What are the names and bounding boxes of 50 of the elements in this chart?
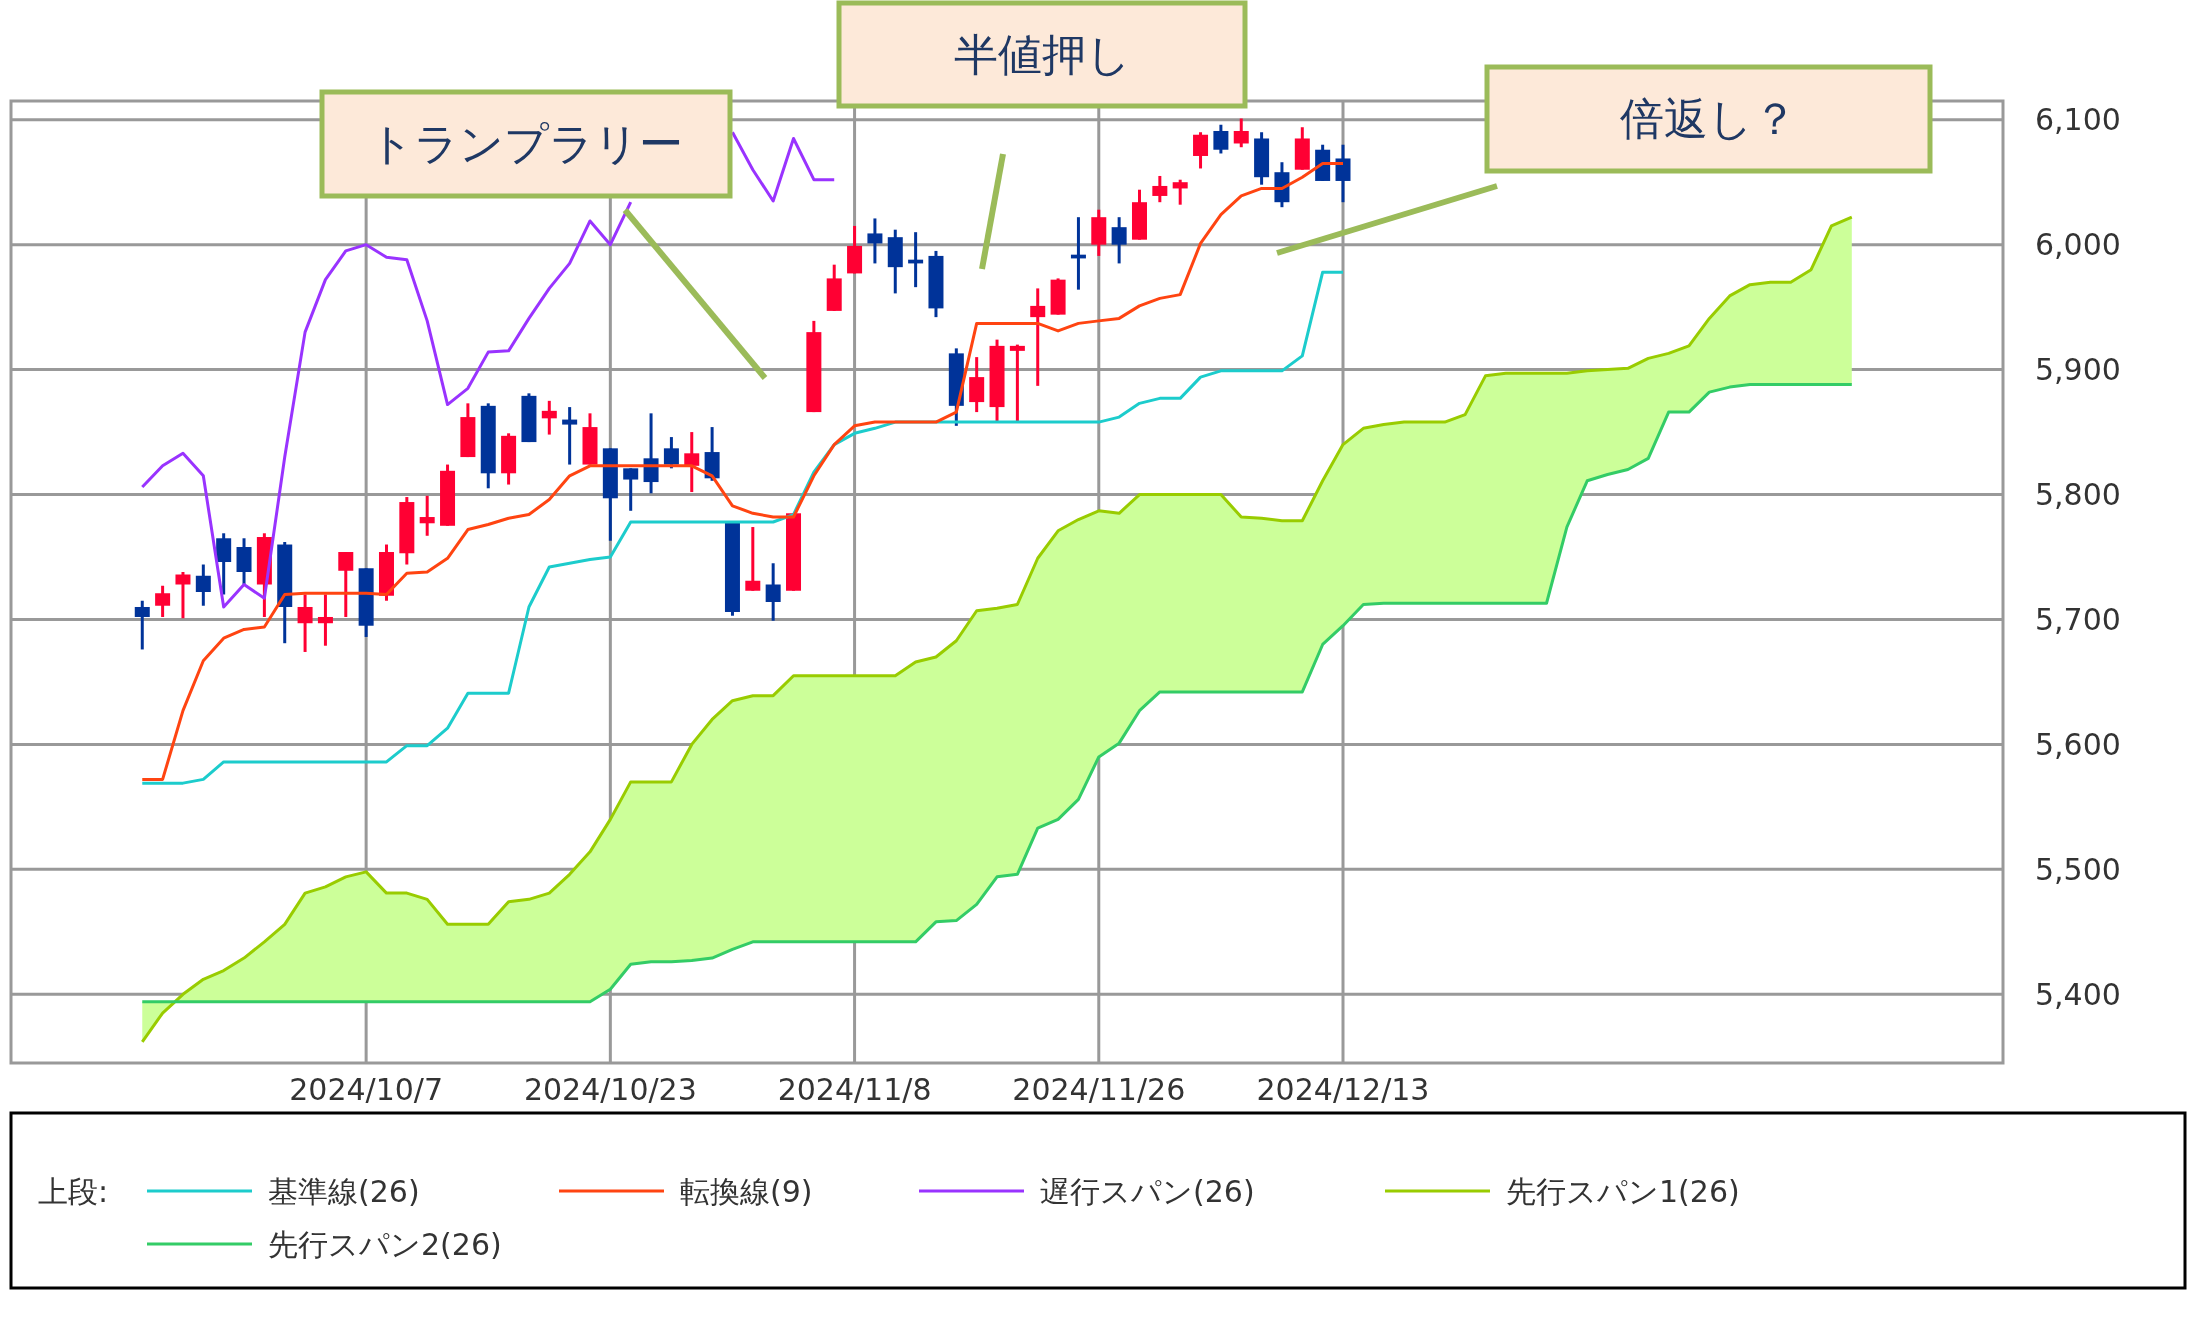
candlestick [663, 437, 679, 469]
candlestick [1152, 174, 1168, 204]
annotation: トランプラリー [369, 118, 683, 170]
line-series [140, 383, 1854, 1004]
legend-title: 上段: [38, 1173, 109, 1209]
candlestick [1335, 144, 1351, 204]
candlestick [1193, 132, 1209, 169]
candlestick [562, 407, 578, 465]
y-tick-label: 5,500 [2035, 851, 2121, 887]
candlestick [765, 563, 781, 621]
candlestick [1111, 217, 1127, 264]
y-tick-label: 5,800 [2035, 477, 2121, 513]
x-tick-label: 2024/10/23 [523, 1072, 697, 1107]
legend-label: 基準線(26) [268, 1173, 420, 1209]
candlestick [684, 432, 700, 494]
candlestick [623, 468, 639, 511]
candlestick [1009, 344, 1025, 423]
y-tick-label: 6,000 [2035, 227, 2121, 263]
y-tick-label: 5,400 [2035, 976, 2121, 1012]
candlestick [1213, 124, 1229, 154]
candlestick [175, 572, 191, 620]
legend-label: 転換線(9) [680, 1173, 813, 1209]
text: 半値押し [953, 28, 1131, 80]
candlestick [1172, 179, 1188, 205]
candlestick [134, 600, 150, 650]
candlestick [155, 585, 171, 617]
candlestick [867, 218, 883, 264]
candlestick [419, 494, 435, 536]
x-tick-label: 2024/11/8 [777, 1072, 932, 1107]
y-tick-label: 5,700 [2035, 601, 2121, 637]
x-tick-label: 2024/11/26 [1012, 1072, 1186, 1107]
candlestick [297, 594, 313, 652]
x-tick-label: 2024/10/7 [289, 1072, 444, 1107]
legend-label: 先行スパン2(26) [268, 1226, 502, 1262]
line-series [140, 270, 1345, 785]
candlestick [541, 399, 557, 435]
annotation: 倍返し？ [1620, 93, 1797, 145]
candlestick [338, 552, 354, 617]
candlestick [317, 594, 333, 646]
y-tick-label: 5,900 [2035, 352, 2121, 388]
candlestick [216, 533, 232, 595]
legend-label: 先行スパン1(26) [1506, 1173, 1740, 1209]
candlestick [745, 527, 761, 591]
legend-label: 遅行スパン(26) [1040, 1173, 1255, 1209]
x-tick-label: 2024/12/13 [1256, 1072, 1430, 1107]
candlestick [1030, 288, 1046, 386]
candlestick [1233, 118, 1249, 149]
candlestick [195, 564, 211, 606]
y-tick-label: 6,100 [2035, 102, 2121, 138]
y-tick-label: 5,600 [2035, 726, 2121, 762]
